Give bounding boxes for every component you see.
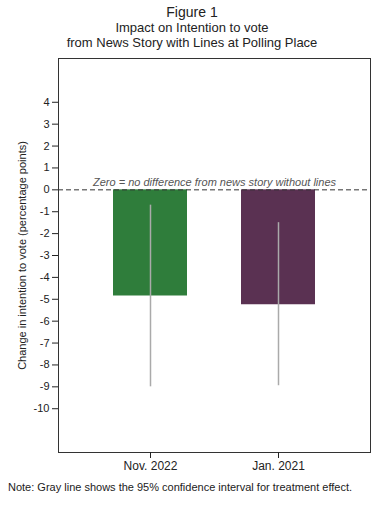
svg-text:-7: -7 xyxy=(40,337,50,349)
svg-text:1: 1 xyxy=(43,161,49,173)
svg-text:Zero = no difference from news: Zero = no difference from news story wit… xyxy=(92,176,337,188)
svg-text:Nov. 2022: Nov. 2022 xyxy=(124,459,178,473)
html-text:Impact on Intention to vote fr: Impact on Intention to vote from News St… xyxy=(66,20,318,50)
svg-text:-8: -8 xyxy=(40,358,50,370)
svg-text:-3: -3 xyxy=(40,249,50,261)
svg-text:-4: -4 xyxy=(40,271,50,283)
svg-text:0: 0 xyxy=(43,183,49,195)
svg-text:-9: -9 xyxy=(40,380,50,392)
html-text:Figure 1: Figure 1 xyxy=(166,4,218,20)
svg-text:-10: -10 xyxy=(34,402,50,414)
svg-text:Jan. 2021: Jan. 2021 xyxy=(252,459,305,473)
svg-text:4: 4 xyxy=(43,96,49,108)
svg-text:Change in intention to vote (p: Change in intention to vote (percentage … xyxy=(16,141,28,370)
svg-text:-6: -6 xyxy=(40,315,50,327)
svg-text:-1: -1 xyxy=(40,205,50,217)
svg-text:2: 2 xyxy=(43,140,49,152)
svg-text:-2: -2 xyxy=(40,227,50,239)
svg-text:-5: -5 xyxy=(40,293,50,305)
html-text:Note: Gray line shows the 95%: Note: Gray line shows the 95% confidence… xyxy=(8,481,352,493)
svg-text:3: 3 xyxy=(43,118,49,130)
